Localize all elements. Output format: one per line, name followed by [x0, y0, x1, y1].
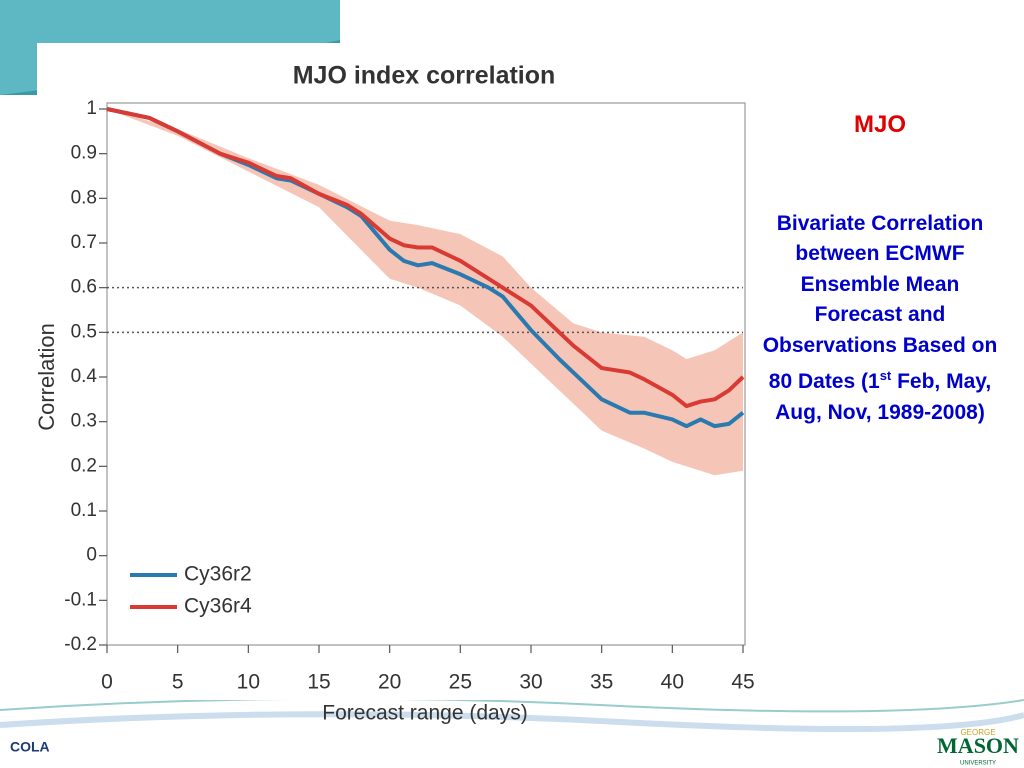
y-tick-label: -0.2	[64, 634, 97, 655]
description: Bivariate Correlation between ECMWF Ense…	[760, 209, 1000, 429]
x-tick-label: 25	[449, 671, 472, 694]
superscript: st	[879, 368, 892, 383]
y-tick-label: 0.4	[71, 366, 98, 387]
legend-label: Cy36r2	[184, 563, 252, 586]
y-tick-label: 0.8	[71, 187, 97, 208]
y-tick-label: 0.5	[71, 321, 97, 342]
y-tick-label: 0.2	[71, 455, 97, 476]
plot-frame	[106, 102, 746, 646]
logo-text: UNIVERSITY	[960, 761, 996, 767]
x-tick-label: 10	[237, 671, 260, 694]
footer-decoration	[0, 711, 1024, 733]
y-tick-label: 1	[86, 98, 97, 119]
series-line	[106, 107, 745, 409]
text: Bivariate Correlation between ECMWF Ense…	[762, 211, 998, 394]
footer-decoration	[0, 697, 1024, 713]
x-tick-label: 15	[307, 671, 330, 694]
side-text: MJO Bivariate Correlation between ECMWF …	[760, 110, 1000, 428]
chart-title: MJO index correlation	[293, 62, 556, 90]
x-axis-label: Forecast range (days)	[322, 702, 527, 725]
y-tick-label: 0.6	[71, 277, 97, 298]
y-tick-label: 0	[86, 545, 97, 566]
x-tick-label: 0	[101, 671, 113, 694]
y-tick-label: 0.3	[71, 411, 97, 432]
x-tick-label: 20	[378, 671, 401, 694]
y-tick-label: 0.1	[71, 500, 97, 521]
y-tick-label: 0.9	[71, 143, 97, 164]
heading: MJO	[853, 111, 906, 138]
x-tick-label: 45	[731, 671, 754, 694]
x-tick-label: 40	[661, 671, 684, 694]
x-tick-label: 35	[590, 671, 613, 694]
legend-label: Cy36r4	[184, 595, 252, 618]
text: Feb, May, Aug, Nov, 1989-2008)	[775, 370, 992, 424]
y-tick-label: -0.1	[64, 589, 97, 610]
x-tick-label: 30	[519, 671, 542, 694]
y-axis-label: Correlation	[34, 323, 59, 431]
y-tick-label: 0.7	[71, 232, 97, 253]
x-tick-label: 5	[172, 671, 184, 694]
logo-text: COLA	[10, 739, 50, 755]
logo-text: GEORGE	[960, 728, 995, 737]
series-line	[106, 107, 745, 429]
logo-text: MASON	[937, 733, 1019, 758]
